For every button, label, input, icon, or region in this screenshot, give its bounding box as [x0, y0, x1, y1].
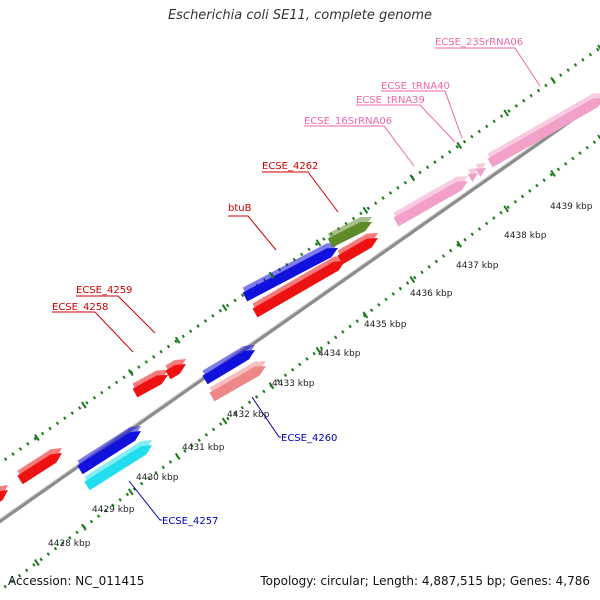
lower-major-tick: [34, 559, 40, 567]
upper-major-tick: [597, 44, 600, 50]
upper-major-tick: [81, 401, 87, 409]
upper-tick-ruler: [0, 46, 600, 465]
gene-red-left-bar[interactable]: [17, 448, 62, 485]
lower-major-tick: [456, 240, 463, 248]
gene-red-upper-bar[interactable]: [252, 256, 345, 318]
gene-trna39-bar[interactable]: [466, 168, 478, 183]
callout-line-ecse-23srrna06: [435, 47, 541, 87]
upper-major-tick: [456, 141, 463, 149]
kbp-tick-label: 4437 kbp: [456, 261, 499, 271]
gene-label-ecse-4257[interactable]: ECSE_4257: [162, 516, 218, 527]
gene-label-btub[interactable]: btuB: [228, 203, 252, 214]
gene-label-ecse-23srrna06[interactable]: ECSE_23SrRNA06: [435, 37, 523, 48]
upper-major-tick: [362, 206, 369, 214]
gene-ecse-4258-bar[interactable]: [132, 370, 168, 398]
kbp-tick-label: 4432 kbp: [227, 410, 270, 420]
lower-major-tick: [81, 523, 87, 531]
kbp-tick-label: 4438 kbp: [504, 231, 547, 241]
callout-line-ecse-4262: [262, 171, 339, 213]
gene-label-ecse-trna40[interactable]: ECSE_tRNA40: [381, 81, 450, 92]
callout-line-ecse-4257: [128, 480, 162, 521]
gene-blue-low-bar[interactable]: [77, 426, 141, 475]
gene-blue-mid-bar[interactable]: [202, 345, 255, 385]
lower-major-tick: [221, 417, 228, 425]
callout-line-ecse-4258: [52, 311, 134, 353]
upper-major-tick: [221, 304, 228, 312]
callout-line-ecse-4260: [251, 396, 281, 438]
lower-tick-ruler: [0, 136, 600, 593]
lower-major-tick: [127, 488, 134, 496]
gene-red-upper-2-bar[interactable]: [337, 233, 378, 265]
gene-ecse-4262-bar[interactable]: [327, 217, 372, 248]
gene-btub-bar[interactable]: [242, 243, 338, 302]
genome-summary-text: Topology: circular; Length: 4,887,515 bp…: [260, 574, 590, 588]
upper-major-tick: [268, 271, 275, 279]
gene-ecse-4257-bar[interactable]: [84, 440, 152, 491]
gene-label-ecse-4259[interactable]: ECSE_4259: [76, 285, 132, 296]
gene-23srrna-bar[interactable]: [487, 93, 600, 168]
gene-label-ecse-16srrna06[interactable]: ECSE_16SrRNA06: [304, 116, 392, 127]
gene-label-ecse-4262[interactable]: ECSE_4262: [262, 161, 318, 172]
callout-line-ecse-4259: [76, 295, 156, 334]
lower-major-tick: [550, 169, 556, 177]
kbp-tick-label: 4431 kbp: [182, 443, 225, 453]
upper-major-tick: [315, 239, 322, 247]
upper-major-tick: [503, 109, 509, 117]
upper-major-tick: [174, 336, 181, 344]
lower-major-tick: [503, 205, 509, 213]
kbp-tick-label: 4433 kbp: [272, 379, 315, 389]
kbp-tick-label: 4430 kbp: [136, 473, 179, 483]
upper-major-tick: [34, 433, 40, 442]
kbp-tick-label: 4439 kbp: [550, 202, 593, 212]
kbp-tick-label: 4434 kbp: [318, 349, 361, 359]
accession-text: Accession: NC_011415: [8, 574, 145, 588]
kbp-tick-label: 4428 kbp: [48, 539, 91, 549]
lower-major-tick: [409, 275, 416, 284]
kbp-tick-label: 4429 kbp: [92, 505, 135, 515]
gene-16srrna-bar[interactable]: [393, 176, 468, 227]
lower-major-tick: [315, 346, 322, 354]
gene-red-edge-bar[interactable]: [0, 485, 8, 504]
lower-major-tick: [362, 311, 369, 319]
map-title: Escherichia coli SE11, complete genome: [167, 8, 433, 23]
gene-ecse-4260-bar[interactable]: [209, 361, 266, 402]
upper-major-tick: [127, 369, 134, 377]
gene-label-ecse-4258[interactable]: ECSE_4258: [52, 302, 108, 313]
gene-label-ecse-trna39[interactable]: ECSE_tRNA39: [356, 95, 425, 106]
kbp-tick-label: 4435 kbp: [364, 320, 407, 330]
upper-major-tick: [409, 174, 416, 182]
gene-ecse-4259-bar[interactable]: [165, 359, 186, 380]
lower-major-tick: [174, 452, 181, 461]
lower-major-tick: [268, 382, 275, 390]
lower-major-tick: [597, 134, 600, 140]
callout-line-ecse-trna40: [381, 90, 463, 139]
upper-major-tick: [550, 76, 556, 85]
callout-line-btub: [228, 215, 277, 251]
gene-trna40-bar[interactable]: [474, 163, 486, 178]
kbp-tick-label: 4436 kbp: [410, 289, 453, 299]
callout-line-ecse-16srrna06: [304, 125, 415, 167]
callout-line-ecse-trna39: [356, 104, 456, 143]
gene-label-ecse-4260[interactable]: ECSE_4260: [281, 433, 337, 444]
